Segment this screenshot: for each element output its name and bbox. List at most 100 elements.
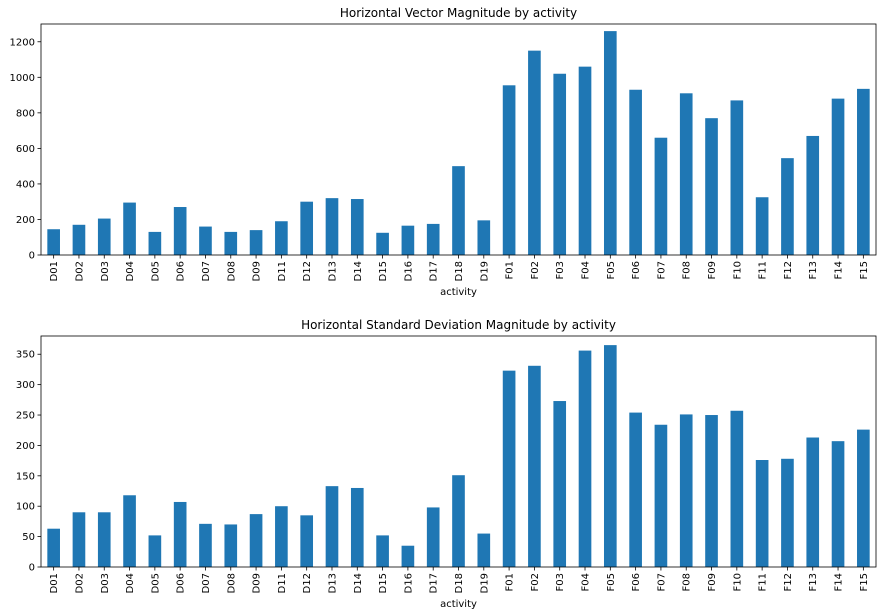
chart-title: Horizontal Vector Magnitude by activity: [340, 6, 577, 20]
bar-F06: [629, 89, 642, 255]
x-tick-label-F07: F07: [656, 261, 667, 279]
bar-F02: [528, 50, 541, 256]
bar-D15: [376, 535, 389, 567]
bar-F01: [502, 85, 516, 255]
x-tick-label-D07: D07: [201, 573, 212, 593]
y-tick-label: 200: [16, 215, 35, 226]
bar-F07: [654, 137, 668, 255]
x-tick-label-D12: D12: [302, 573, 313, 593]
x-tick-label-F13: F13: [808, 573, 819, 591]
bar-F02: [528, 365, 541, 567]
bar-D09: [249, 514, 263, 567]
std-deviation-magnitude-chart: Horizontal Standard Deviation Magnitude …: [16, 318, 877, 610]
x-tick-label-F05: F05: [606, 261, 617, 279]
bar-D17: [426, 507, 440, 567]
y-tick-label: 100: [16, 502, 35, 513]
bar-D18: [452, 475, 465, 567]
bar-D02: [72, 512, 86, 567]
x-tick-label-D09: D09: [252, 573, 263, 593]
x-tick-label-D05: D05: [150, 573, 161, 593]
vector-magnitude-chart: Horizontal Vector Magnitude by activity 0…: [10, 6, 877, 298]
bar-F09: [705, 118, 718, 256]
x-tick-label-F10: F10: [732, 261, 743, 279]
bar-D14: [350, 199, 364, 255]
x-tick-label-F11: F11: [758, 573, 769, 591]
bar-F15: [857, 88, 870, 255]
x-tick-label-D04: D04: [125, 261, 136, 281]
x-tick-label-F13: F13: [808, 261, 819, 279]
bar-D13: [325, 198, 339, 255]
y-tick-label: 150: [16, 471, 35, 482]
x-tick-label-F12: F12: [783, 573, 794, 591]
y-tick-label: 300: [16, 380, 35, 391]
bar-D04: [123, 202, 136, 255]
x-tick-label-F05: F05: [606, 573, 617, 591]
y-tick-label: 800: [16, 108, 35, 119]
x-tick-label-D03: D03: [100, 573, 111, 593]
bar-F11: [755, 197, 769, 255]
bar-D03: [97, 512, 111, 567]
x-tick-label-D13: D13: [327, 261, 338, 281]
x-tick-label-D19: D19: [479, 261, 490, 281]
bar-F04: [578, 66, 592, 256]
x-tick-label-D17: D17: [429, 261, 440, 281]
x-tick-label-D04: D04: [125, 573, 136, 593]
x-tick-label-D06: D06: [176, 573, 187, 593]
x-tick-label-F06: F06: [631, 573, 642, 591]
x-axis-label: activity: [440, 599, 477, 610]
x-tick-label-F03: F03: [555, 573, 566, 591]
y-tick-label: 350: [16, 350, 35, 361]
x-tick-label-F15: F15: [859, 573, 870, 591]
bar-D06: [173, 207, 187, 255]
bar-D09: [249, 230, 263, 255]
x-tick-label-F02: F02: [530, 573, 541, 591]
y-tick-label: 600: [16, 144, 35, 155]
x-tick-label-D19: D19: [479, 573, 490, 593]
bar-F10: [730, 410, 744, 567]
x-tick-label-D11: D11: [277, 573, 288, 593]
bar-F07: [654, 424, 668, 567]
y-tick-label: 50: [22, 532, 35, 543]
x-tick-label-D12: D12: [302, 261, 313, 281]
bar-D16: [401, 545, 415, 567]
x-tick-label-D01: D01: [49, 261, 60, 281]
bar-D12: [300, 201, 314, 255]
y-tick-label: 1200: [10, 37, 35, 48]
bar-D14: [350, 487, 364, 567]
x-tick-label-F04: F04: [581, 573, 592, 591]
x-tick-label-F01: F01: [505, 573, 516, 591]
bar-F05: [603, 31, 617, 255]
x-tick-label-D05: D05: [150, 261, 161, 281]
x-tick-label-D02: D02: [74, 261, 85, 281]
bar-D15: [376, 232, 389, 255]
x-tick-label-D09: D09: [252, 261, 263, 281]
bar-D13: [325, 486, 339, 567]
bar-F09: [705, 415, 718, 567]
x-tick-label-F09: F09: [707, 573, 718, 591]
bar-F13: [806, 135, 820, 255]
x-tick-label-D14: D14: [353, 573, 364, 593]
x-tick-label-D03: D03: [100, 261, 111, 281]
y-tick-label: 250: [16, 411, 35, 422]
x-tick-label-D11: D11: [277, 261, 288, 281]
y-tick-label: 1000: [10, 73, 35, 84]
x-tick-label-F14: F14: [834, 573, 845, 591]
x-tick-label-D01: D01: [49, 573, 60, 593]
bar-F03: [553, 73, 567, 255]
x-tick-label-D16: D16: [403, 261, 414, 281]
bar-D05: [148, 535, 162, 567]
bar-F12: [781, 158, 794, 255]
x-tick-label-F08: F08: [682, 573, 693, 591]
bar-D04: [123, 495, 136, 567]
x-tick-label-D18: D18: [454, 573, 465, 593]
bar-D11: [275, 221, 288, 255]
bar-F11: [755, 460, 769, 567]
x-tick-label-F01: F01: [505, 261, 516, 279]
bar-F05: [603, 345, 617, 567]
x-tick-label-D16: D16: [403, 573, 414, 593]
bar-D08: [224, 524, 238, 567]
y-tick-label: 200: [16, 441, 35, 452]
bar-D01: [47, 229, 60, 255]
bar-D01: [47, 528, 60, 567]
x-tick-label-D14: D14: [353, 261, 364, 281]
